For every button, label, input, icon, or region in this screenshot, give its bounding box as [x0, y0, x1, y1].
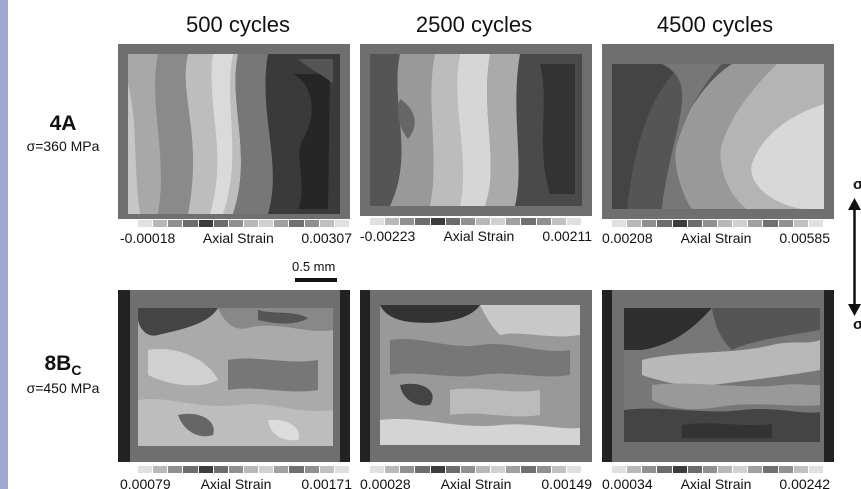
row-label-8bc: 8BC σ=450 MPa: [8, 352, 118, 396]
colorbar-labels-8bc-500: 0.00079 Axial Strain 0.00171: [120, 476, 352, 489]
colorbar-labels-4a-4500: 0.00208 Axial Strain 0.00585: [602, 230, 830, 246]
scale-max: 0.00149: [541, 476, 592, 489]
stress-label: σ=360 MPa: [26, 138, 100, 154]
scale-label: Axial Strain: [443, 228, 515, 244]
scale-max: 0.00171: [301, 476, 352, 489]
scale-min: 0.00034: [602, 476, 653, 489]
scale-label: Axial Strain: [202, 230, 274, 246]
column-title-500: 500 cycles: [186, 12, 290, 37]
scale-label: Axial Strain: [440, 476, 512, 489]
colorbar-8bc-4500: [612, 466, 824, 473]
colorbar-4a-2500: [370, 218, 582, 225]
column-title-2500: 2500 cycles: [415, 12, 533, 37]
stress-label: σ=450 MPa: [26, 380, 100, 397]
scale-label: Axial Strain: [680, 230, 752, 246]
load-symbol-top: σ: [853, 176, 861, 193]
specimen-label: 8BC: [44, 352, 82, 379]
colorbar-labels-4a-2500: -0.00223 Axial Strain 0.00211: [360, 228, 592, 244]
scale-max: 0.00307: [301, 230, 352, 246]
colorbar-8bc-2500: [370, 466, 582, 473]
load-direction-arrow-icon: [848, 198, 861, 316]
colorbar-labels-8bc-4500: 0.00034 Axial Strain 0.00242: [602, 476, 830, 489]
specimen-label: 4A: [49, 112, 77, 135]
strain-map-4a-4500: [602, 44, 834, 219]
colorbar-labels-8bc-2500: 0.00028 Axial Strain 0.00149: [360, 476, 592, 489]
scale-min: -0.00223: [360, 228, 416, 244]
column-title-4500: 4500 cycles: [656, 12, 774, 37]
strain-map-4a-2500: [360, 44, 592, 216]
colorbar-8bc-500: [138, 466, 350, 473]
scale-bar-label: 0.5 mm: [292, 259, 336, 274]
row-label-4a: 4A σ=360 MPa: [8, 112, 118, 154]
scale-bar: [295, 278, 337, 282]
scale-max: 0.00585: [779, 230, 830, 246]
scale-min: 0.00079: [120, 476, 171, 489]
scale-max: 0.00211: [542, 228, 592, 244]
scale-label: Axial Strain: [200, 476, 272, 489]
strain-map-8bc-4500: [602, 290, 834, 462]
load-symbol-bottom: σ: [853, 316, 861, 333]
strain-map-8bc-2500: [360, 290, 592, 462]
strain-map-8bc-500: [118, 290, 350, 462]
colorbar-labels-4a-500: -0.00018 Axial Strain 0.00307: [120, 230, 352, 246]
scale-min: 0.00028: [360, 476, 411, 489]
scale-min: 0.00208: [602, 230, 653, 246]
colorbar-4a-4500: [612, 220, 824, 227]
colorbar-4a-500: [138, 220, 350, 227]
scale-label: Axial Strain: [680, 476, 752, 489]
strain-map-4a-500: [118, 44, 350, 219]
figure-canvas: 500 cycles 2500 cycles 4500 cycles 4A σ=…: [8, 0, 861, 489]
scale-max: 0.00242: [779, 476, 830, 489]
scale-min: -0.00018: [120, 230, 176, 246]
